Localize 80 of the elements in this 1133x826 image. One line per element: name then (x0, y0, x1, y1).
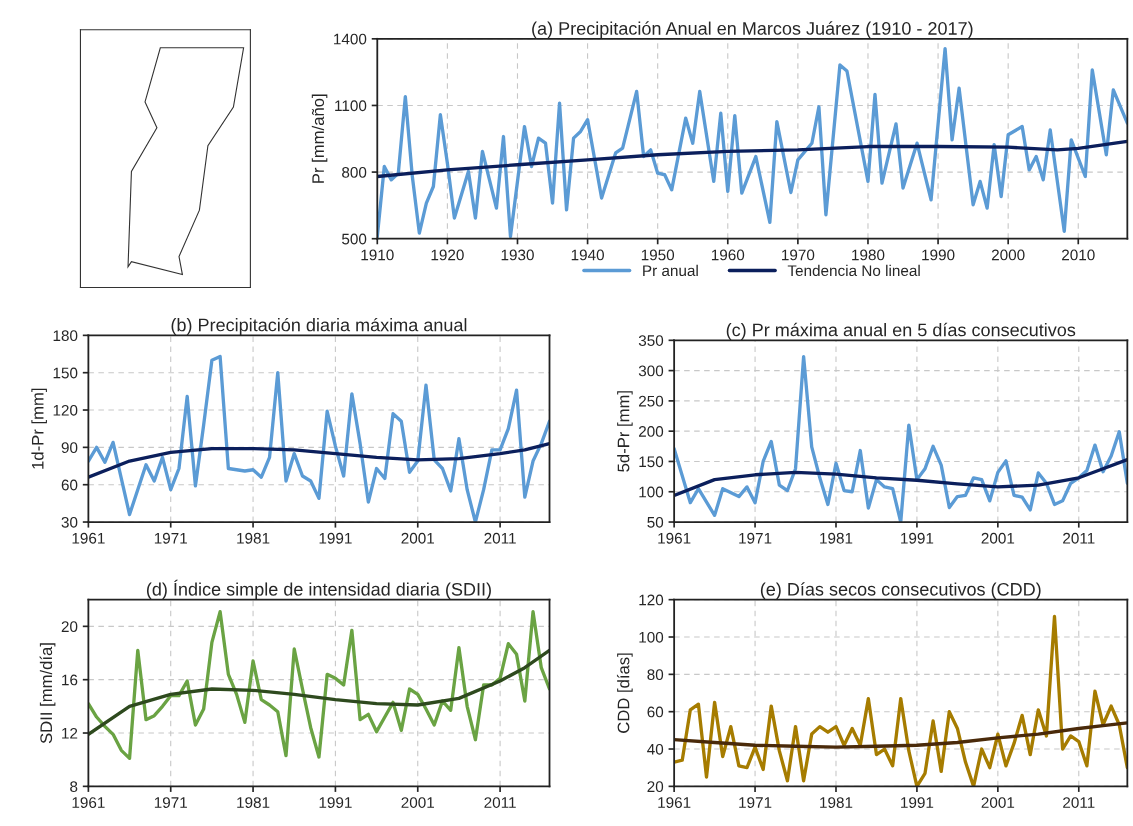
y-tick-label: 300 (638, 365, 664, 377)
x-tick-label: 2000 (991, 249, 1025, 261)
y-tick-label: 8 (70, 781, 78, 793)
chart-title: (e) Días secos consecutivos (CDD) (760, 582, 1041, 600)
x-tick-label: 1950 (641, 249, 675, 261)
line-series (377, 139, 1128, 179)
y-tick-label: 40 (647, 743, 664, 755)
x-tick-label: 1961 (72, 532, 105, 544)
y-tick-label: 200 (639, 426, 664, 437)
y-tick-label: 100 (639, 486, 664, 498)
y-tick-label: 150 (639, 456, 664, 468)
x-tick-label: 1971 (154, 797, 187, 808)
y-tick-label: 350 (638, 335, 664, 346)
y-tick-label: 12 (62, 727, 78, 739)
chart-title: (c) Pr máxima anual en 5 días consecutivos (726, 322, 1076, 340)
chart-title: (d) Índice simple de intensidad diaria (SDII) (146, 579, 491, 600)
chart-title: (b) Precipitación diaria máxima anual (171, 317, 467, 335)
x-tick-label: 1971 (154, 532, 187, 544)
y-tick-label: 500 (342, 233, 367, 245)
x-tick-label: 2001 (981, 797, 1015, 808)
x-tick-label: 2011 (484, 532, 516, 544)
y-tick-label: 1400 (334, 33, 367, 45)
y-tick-label: 30 (61, 516, 78, 528)
legend-label: Pr anual (643, 264, 698, 277)
y-tick-label: 150 (53, 367, 78, 379)
x-tick-label: 1960 (711, 249, 745, 261)
line-series (88, 610, 550, 761)
y-axis-title: SDII [mm/día] (39, 643, 56, 744)
y-axis-title: 1d-Pr [mm] (31, 388, 47, 469)
legend-label: Tendencia No lineal (787, 264, 920, 277)
x-tick-label: 2011 (1063, 797, 1095, 808)
x-tick-label: 1930 (501, 249, 534, 261)
y-axis-title: 5d-Pr [mm] (617, 391, 633, 472)
x-tick-label: 1981 (237, 532, 270, 544)
chart-title: (a) Precipitación Anual en Marcos Juárez (1910 - 2017) (532, 21, 973, 39)
x-tick-label: 1971 (739, 532, 772, 544)
x-tick-label: 1980 (852, 249, 885, 261)
y-tick-label: 60 (61, 479, 78, 491)
y-tick-label: 180 (53, 330, 78, 342)
y-tick-label: 20 (647, 781, 664, 793)
y-tick-label: 1100 (335, 100, 367, 112)
y-tick-label: 60 (647, 706, 664, 718)
x-tick-label: 2011 (1063, 532, 1095, 544)
y-tick-label: 20 (61, 621, 78, 633)
x-tick-label: 1991 (319, 797, 352, 808)
x-tick-label: 1990 (922, 249, 955, 261)
x-tick-label: 2001 (401, 797, 434, 808)
y-tick-label: 120 (639, 594, 664, 606)
x-tick-label: 1961 (72, 797, 105, 808)
line-series (88, 441, 550, 479)
x-tick-label: 2011 (484, 797, 516, 808)
x-tick-label: 1920 (431, 249, 464, 261)
x-tick-label: 1991 (901, 532, 934, 544)
y-tick-label: 250 (639, 395, 664, 407)
y-axis-title: Pr [mm/año] (311, 94, 328, 183)
y-tick-label: 16 (62, 674, 78, 686)
line-series (674, 721, 1128, 749)
x-tick-label: 1981 (820, 532, 853, 544)
y-tick-label: 90 (61, 442, 78, 454)
y-tick-label: 80 (647, 669, 664, 681)
y-tick-label: 100 (639, 631, 664, 643)
x-tick-label: 1991 (901, 797, 934, 808)
x-tick-label: 1971 (739, 797, 772, 808)
x-tick-label: 1961 (658, 797, 691, 808)
x-tick-label: 1991 (319, 532, 352, 544)
line-series (674, 457, 1128, 498)
x-tick-label: 1970 (782, 249, 815, 261)
y-axis-title: CDD [días] (616, 653, 633, 733)
x-tick-label: 1981 (820, 797, 853, 808)
x-tick-label: 2001 (401, 532, 434, 544)
y-tick-label: 800 (342, 166, 367, 178)
x-tick-label: 1910 (361, 249, 394, 261)
x-tick-label: 1940 (571, 249, 604, 261)
line-series (88, 648, 550, 737)
x-tick-label: 2001 (981, 532, 1015, 544)
x-tick-label: 1961 (658, 532, 691, 544)
y-tick-label: 120 (53, 404, 78, 416)
y-tick-label: 50 (647, 516, 664, 528)
x-tick-label: 1981 (237, 797, 270, 808)
x-tick-label: 2010 (1062, 249, 1095, 261)
